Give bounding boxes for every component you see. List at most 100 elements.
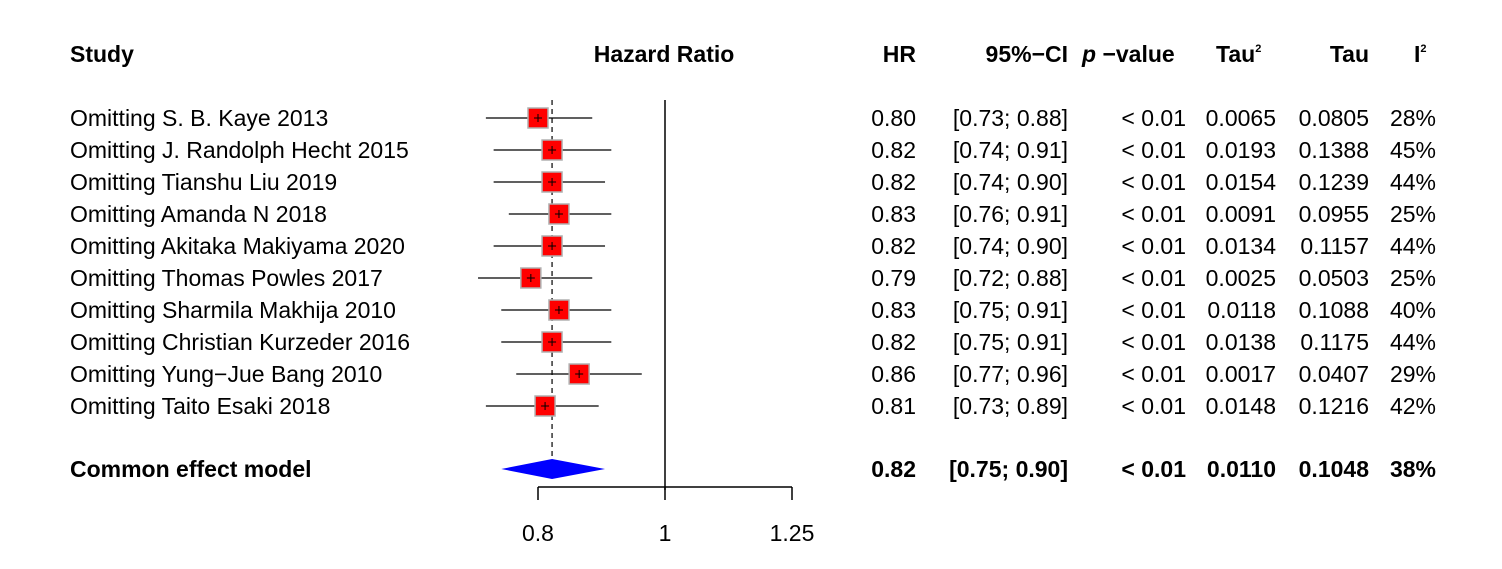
row-tau: 0.1157 (1300, 233, 1369, 259)
row-tau: 0.1239 (1299, 169, 1369, 195)
row-tau2: 0.0154 (1206, 169, 1277, 195)
study-label: Omitting Tianshu Liu 2019 (70, 169, 337, 195)
row-hr: 0.79 (871, 265, 916, 291)
row-ci: [0.75; 0.91] (953, 329, 1068, 355)
header-ci: 95%−CI (986, 41, 1068, 67)
header-p-value: p −value (1081, 41, 1175, 67)
header-i2: I2 (1414, 41, 1427, 67)
row-ci: [0.73; 0.88] (953, 105, 1068, 131)
row-tau2: 0.0025 (1206, 265, 1276, 291)
row-tau2: 0.0134 (1206, 233, 1277, 259)
row-p-value: < 0.01 (1121, 329, 1186, 355)
row-i2: 44% (1390, 233, 1436, 259)
header-p-rest: −value (1096, 41, 1175, 67)
header-hr: HR (883, 41, 917, 67)
summary-i2: 38% (1390, 456, 1436, 482)
row-tau: 0.0503 (1299, 265, 1369, 291)
study-rows: Omitting S. B. Kaye 2013 0.80 [0.73; 0.88]… (70, 105, 1436, 419)
row-i2: 45% (1390, 137, 1436, 163)
row-p-value: < 0.01 (1121, 297, 1186, 323)
row-i2: 28% (1390, 105, 1436, 131)
table-row: Omitting Tianshu Liu 2019 0.82 [0.74; 0.90… (70, 169, 1436, 195)
x-tick-label: 1.25 (770, 520, 815, 546)
row-p-value: < 0.01 (1121, 361, 1186, 387)
header-row: Study Hazard Ratio HR 95%−CI p −value Ta… (70, 41, 1427, 67)
row-ci: [0.73; 0.89] (953, 393, 1068, 419)
x-tick-label: 0.8 (522, 520, 554, 546)
summary-hr: 0.82 (871, 456, 916, 482)
row-tau: 0.0407 (1299, 361, 1369, 387)
row-ci: [0.74; 0.90] (953, 233, 1068, 259)
x-tick-label: 1 (659, 520, 672, 546)
summary-p-value: < 0.01 (1121, 456, 1186, 482)
row-i2: 40% (1390, 297, 1436, 323)
row-hr: 0.86 (871, 361, 916, 387)
study-label: Omitting J. Randolph Hecht 2015 (70, 137, 409, 163)
header-p-letter: p (1081, 41, 1096, 67)
row-tau2: 0.0193 (1206, 137, 1276, 163)
row-ci: [0.74; 0.91] (953, 137, 1068, 163)
row-hr: 0.83 (871, 201, 916, 227)
study-label: Omitting Akitaka Makiyama 2020 (70, 233, 405, 259)
summary-ci: [0.75; 0.90] (949, 456, 1068, 482)
study-label: Omitting Yung−Jue Bang 2010 (70, 361, 382, 387)
summary-tau: 0.1048 (1299, 456, 1370, 482)
row-i2: 25% (1390, 265, 1436, 291)
row-ci: [0.72; 0.88] (953, 265, 1068, 291)
study-label: Omitting Sharmila Makhija 2010 (70, 297, 396, 323)
row-tau: 0.1175 (1300, 329, 1369, 355)
row-tau2: 0.0017 (1206, 361, 1276, 387)
study-label: Omitting Christian Kurzeder 2016 (70, 329, 410, 355)
table-row: Omitting J. Randolph Hecht 2015 0.82 [0.74… (70, 137, 1436, 163)
row-tau2: 0.0065 (1206, 105, 1276, 131)
row-tau: 0.0805 (1299, 105, 1369, 131)
row-i2: 42% (1390, 393, 1436, 419)
row-tau: 0.1216 (1299, 393, 1369, 419)
row-tau2: 0.0118 (1207, 297, 1276, 323)
row-hr: 0.82 (871, 329, 916, 355)
row-tau: 0.1088 (1299, 297, 1369, 323)
row-tau: 0.1388 (1299, 137, 1369, 163)
study-label: Omitting Thomas Powles 2017 (70, 265, 383, 291)
row-hr: 0.82 (871, 233, 916, 259)
study-label: Omitting S. B. Kaye 2013 (70, 105, 328, 131)
summary-diamond (501, 459, 606, 479)
header-tau2-base: Tau (1216, 41, 1255, 67)
table-row: Omitting Akitaka Makiyama 2020 0.82 [0.74;… (70, 233, 1436, 259)
table-row: Omitting Yung−Jue Bang 2010 0.86 [0.77; 0.… (70, 361, 1436, 387)
row-ci: [0.77; 0.96] (953, 361, 1068, 387)
row-hr: 0.80 (871, 105, 916, 131)
header-tau2: Tau2 (1216, 41, 1261, 67)
row-p-value: < 0.01 (1121, 105, 1186, 131)
table-row: Omitting Sharmila Makhija 2010 0.83 [0.75;… (70, 297, 1436, 323)
row-hr: 0.82 (871, 169, 916, 195)
row-p-value: < 0.01 (1121, 137, 1186, 163)
row-p-value: < 0.01 (1121, 201, 1186, 227)
row-hr: 0.83 (871, 297, 916, 323)
table-row: Omitting Thomas Powles 2017 0.79 [0.72; 0.… (70, 265, 1436, 291)
summary-tau2: 0.0110 (1207, 456, 1276, 482)
header-hazard-ratio: Hazard Ratio (594, 41, 735, 67)
row-tau2: 0.0138 (1206, 329, 1276, 355)
table-row: Omitting S. B. Kaye 2013 0.80 [0.73; 0.88]… (70, 105, 1436, 131)
row-p-value: < 0.01 (1121, 393, 1186, 419)
row-i2: 44% (1390, 329, 1436, 355)
table-row: Omitting Taito Esaki 2018 0.81 [0.73; 0.89… (70, 393, 1436, 419)
row-tau2: 0.0148 (1206, 393, 1276, 419)
summary-label: Common effect model (70, 456, 312, 482)
header-study: Study (70, 41, 134, 67)
header-i2-sup: 2 (1420, 43, 1426, 55)
table-row: Omitting Christian Kurzeder 2016 0.82 [0.7… (70, 329, 1436, 355)
header-tau: Tau (1330, 41, 1369, 67)
row-hr: 0.81 (871, 393, 916, 419)
table-row: Omitting Amanda N 2018 0.83 [0.76; 0.91] < … (70, 201, 1436, 227)
row-p-value: < 0.01 (1121, 265, 1186, 291)
row-i2: 44% (1390, 169, 1436, 195)
x-axis: 0.8 1 1.25 (522, 486, 815, 546)
study-label: Omitting Amanda N 2018 (70, 201, 327, 227)
study-label: Omitting Taito Esaki 2018 (70, 393, 330, 419)
summary-row: Common effect model 0.82 [0.75; 0.90] < 0.0… (70, 456, 1436, 482)
row-p-value: < 0.01 (1121, 169, 1186, 195)
row-ci: [0.74; 0.90] (953, 169, 1068, 195)
